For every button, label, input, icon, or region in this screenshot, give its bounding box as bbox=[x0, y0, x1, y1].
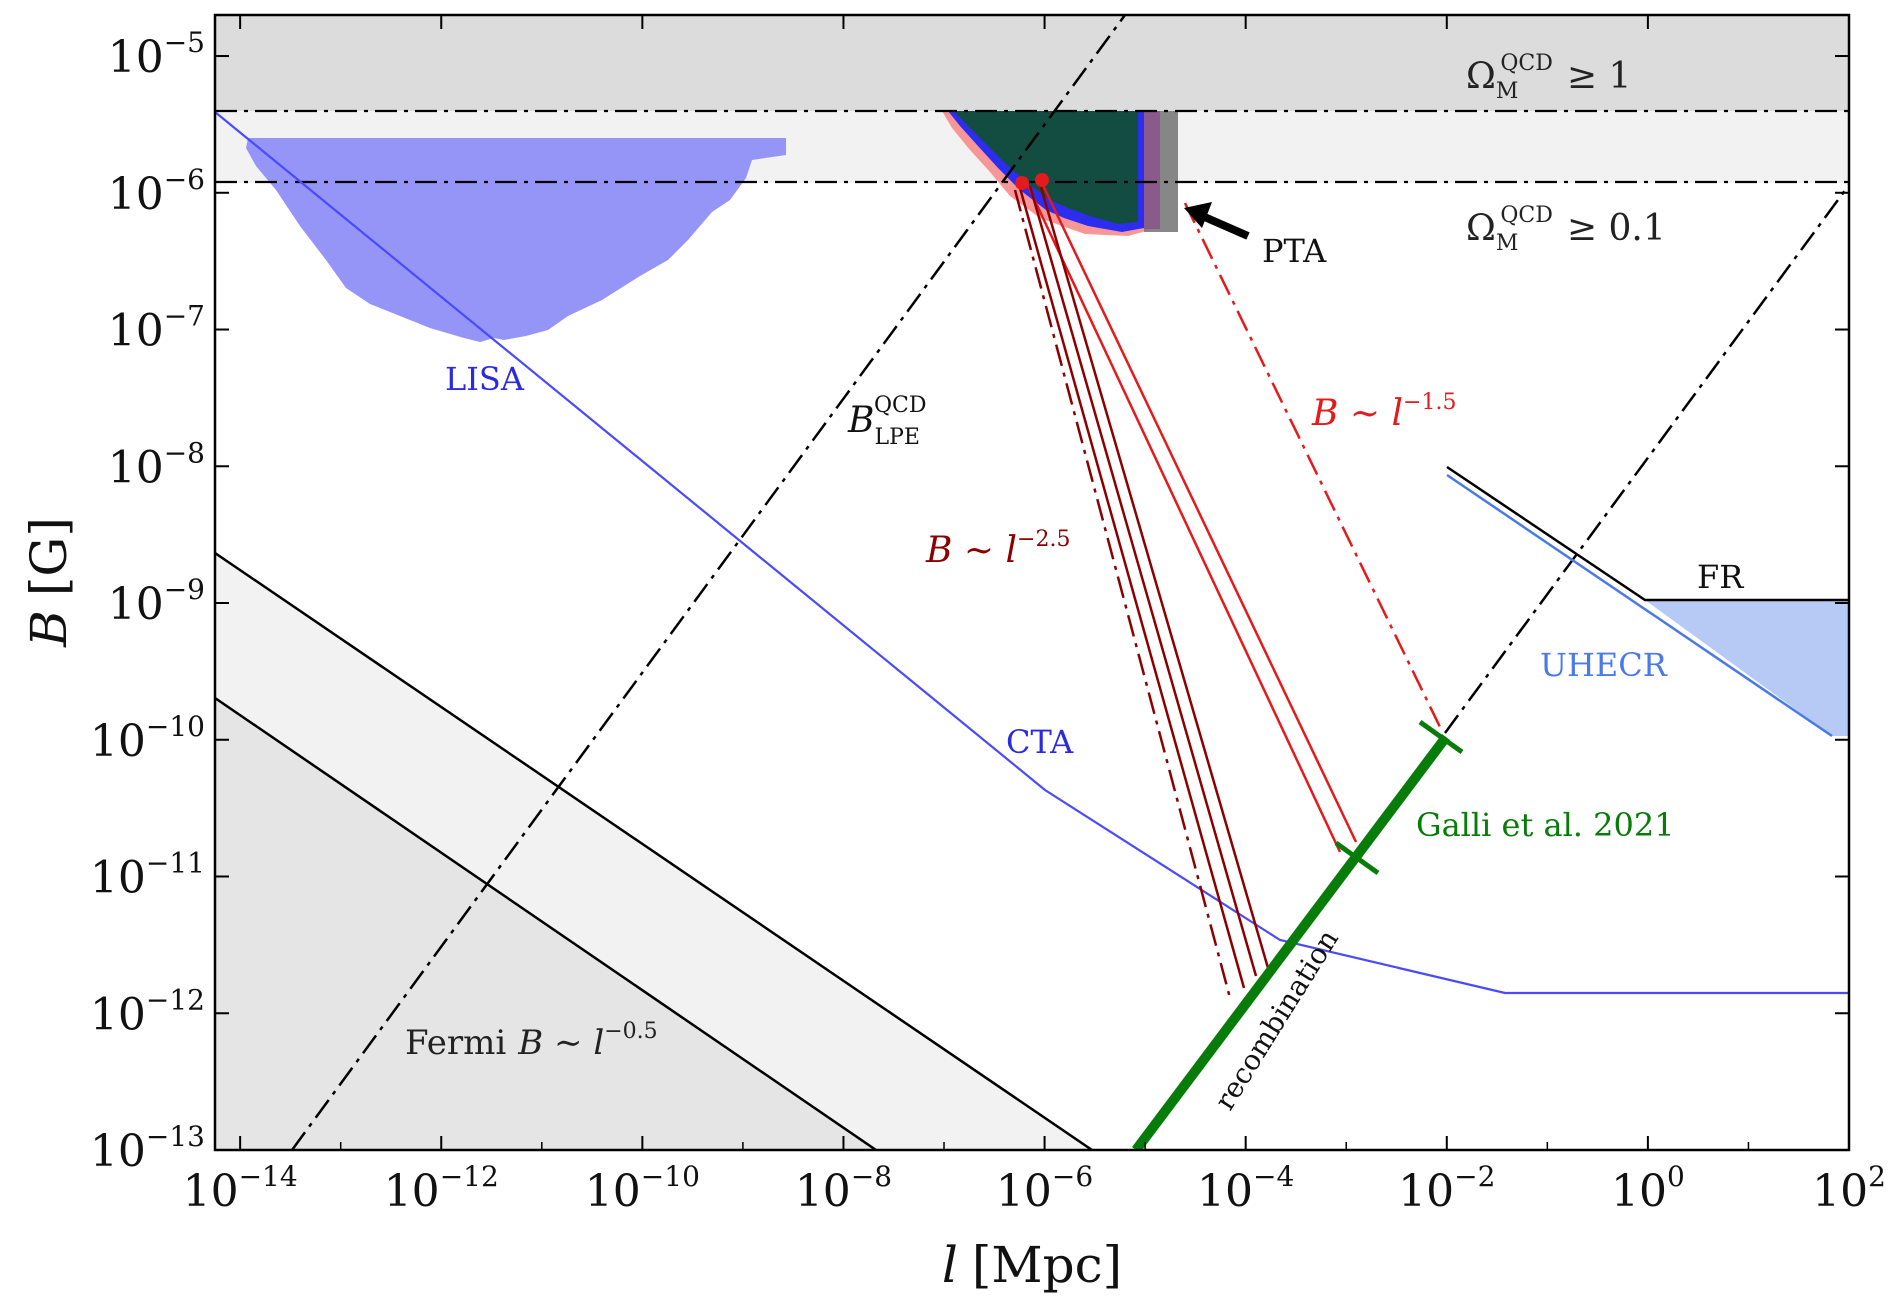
pta-label: PTA bbox=[1262, 232, 1327, 270]
y-tick-label: 10−11 bbox=[90, 847, 205, 904]
y-tick-label: 10−8 bbox=[108, 436, 205, 493]
x-axis-title: l [Mpc] bbox=[942, 1236, 1122, 1294]
y-axis-ticks: 10−13 10−12 10−11 10−10 10−9 10−8 10−7 10−6 10−5 bbox=[90, 26, 1849, 1177]
y-tick-label: 10−7 bbox=[108, 300, 205, 357]
red-dashdot-line bbox=[1183, 202, 1442, 728]
galli-label: Galli et al. 2021 bbox=[1416, 806, 1675, 844]
lisa-cta-line bbox=[215, 111, 1849, 995]
fr-line bbox=[1446, 465, 1849, 602]
uhecr-label: UHECR bbox=[1540, 646, 1668, 684]
omega-ge-1-region bbox=[215, 15, 1849, 111]
plot-frame bbox=[213, 13, 1851, 1152]
red-dot-2 bbox=[1035, 173, 1049, 187]
fermi-line-upper bbox=[215, 551, 1093, 1150]
x-tick-label: 10−6 bbox=[996, 1160, 1093, 1217]
galli-tick-mid bbox=[1334, 840, 1380, 876]
galli-line bbox=[1132, 733, 1450, 1150]
y-tick-label: 10−10 bbox=[90, 710, 205, 767]
y-tick-label: 10−13 bbox=[90, 1120, 205, 1177]
x-tick-label: 102 bbox=[1812, 1160, 1886, 1217]
pta-contour-green bbox=[954, 111, 1138, 224]
b-l-2.5-label: B ∼ l−2.5 bbox=[925, 527, 1070, 571]
y-axis-title: B[G] bbox=[20, 517, 78, 648]
b-l-1.5-label: B ∼ l−1.5 bbox=[1311, 390, 1456, 434]
uhecr-line bbox=[1446, 473, 1833, 738]
cta-label: CTA bbox=[1006, 723, 1074, 761]
darkred-line-2 bbox=[1028, 185, 1258, 977]
x-tick-label: 10−10 bbox=[585, 1160, 700, 1217]
x-tick-label: 10−4 bbox=[1197, 1160, 1294, 1217]
uhecr-region bbox=[1645, 600, 1849, 736]
darkred-line-3 bbox=[1018, 187, 1246, 989]
y-tick-label: 10−6 bbox=[108, 163, 205, 220]
x-tick-label: 10−8 bbox=[795, 1160, 892, 1217]
fermi-line-lower bbox=[215, 696, 877, 1150]
blpe-label: BLPEQCD bbox=[847, 393, 926, 450]
pta-arrow bbox=[1184, 202, 1250, 240]
y-tick-label: 10−5 bbox=[108, 26, 205, 83]
x-axis-ticks: 10−14 10−12 10−10 10−8 10−6 10−4 10−2 100 102 bbox=[183, 15, 1886, 1217]
x-tick-label: 10−12 bbox=[384, 1160, 499, 1217]
recombination-dashdot bbox=[1443, 184, 1849, 734]
blpe-line bbox=[290, 15, 1127, 1150]
x-tick-label: 10−14 bbox=[183, 1160, 298, 1217]
red-line-1 bbox=[1040, 182, 1358, 843]
fr-label: FR bbox=[1697, 558, 1744, 596]
lisa-label: LISA bbox=[445, 360, 525, 398]
x-tick-label: 100 bbox=[1611, 1160, 1685, 1217]
y-tick-label: 10−12 bbox=[90, 983, 205, 1040]
pta-bar-purple bbox=[1144, 111, 1160, 229]
x-tick-label: 10−2 bbox=[1398, 1160, 1495, 1217]
omega-ge-1-label: ΩMQCD ≥ 1 bbox=[1466, 51, 1631, 104]
fermi-label: Fermi B ∼ l−0.5 bbox=[405, 1019, 658, 1063]
plot-area bbox=[215, 15, 1849, 1150]
y-tick-label: 10−9 bbox=[108, 573, 205, 630]
lisa-sensitivity-region bbox=[246, 138, 786, 342]
darkred-line-1 bbox=[1038, 183, 1270, 969]
red-dot-1 bbox=[1015, 176, 1029, 190]
omega-ge-0.1-label: ΩMQCD ≥ 0.1 bbox=[1466, 203, 1666, 256]
darkred-dashdot-line bbox=[1013, 189, 1232, 999]
red-line-2 bbox=[1026, 185, 1342, 853]
galli-tick-top bbox=[1418, 719, 1464, 755]
